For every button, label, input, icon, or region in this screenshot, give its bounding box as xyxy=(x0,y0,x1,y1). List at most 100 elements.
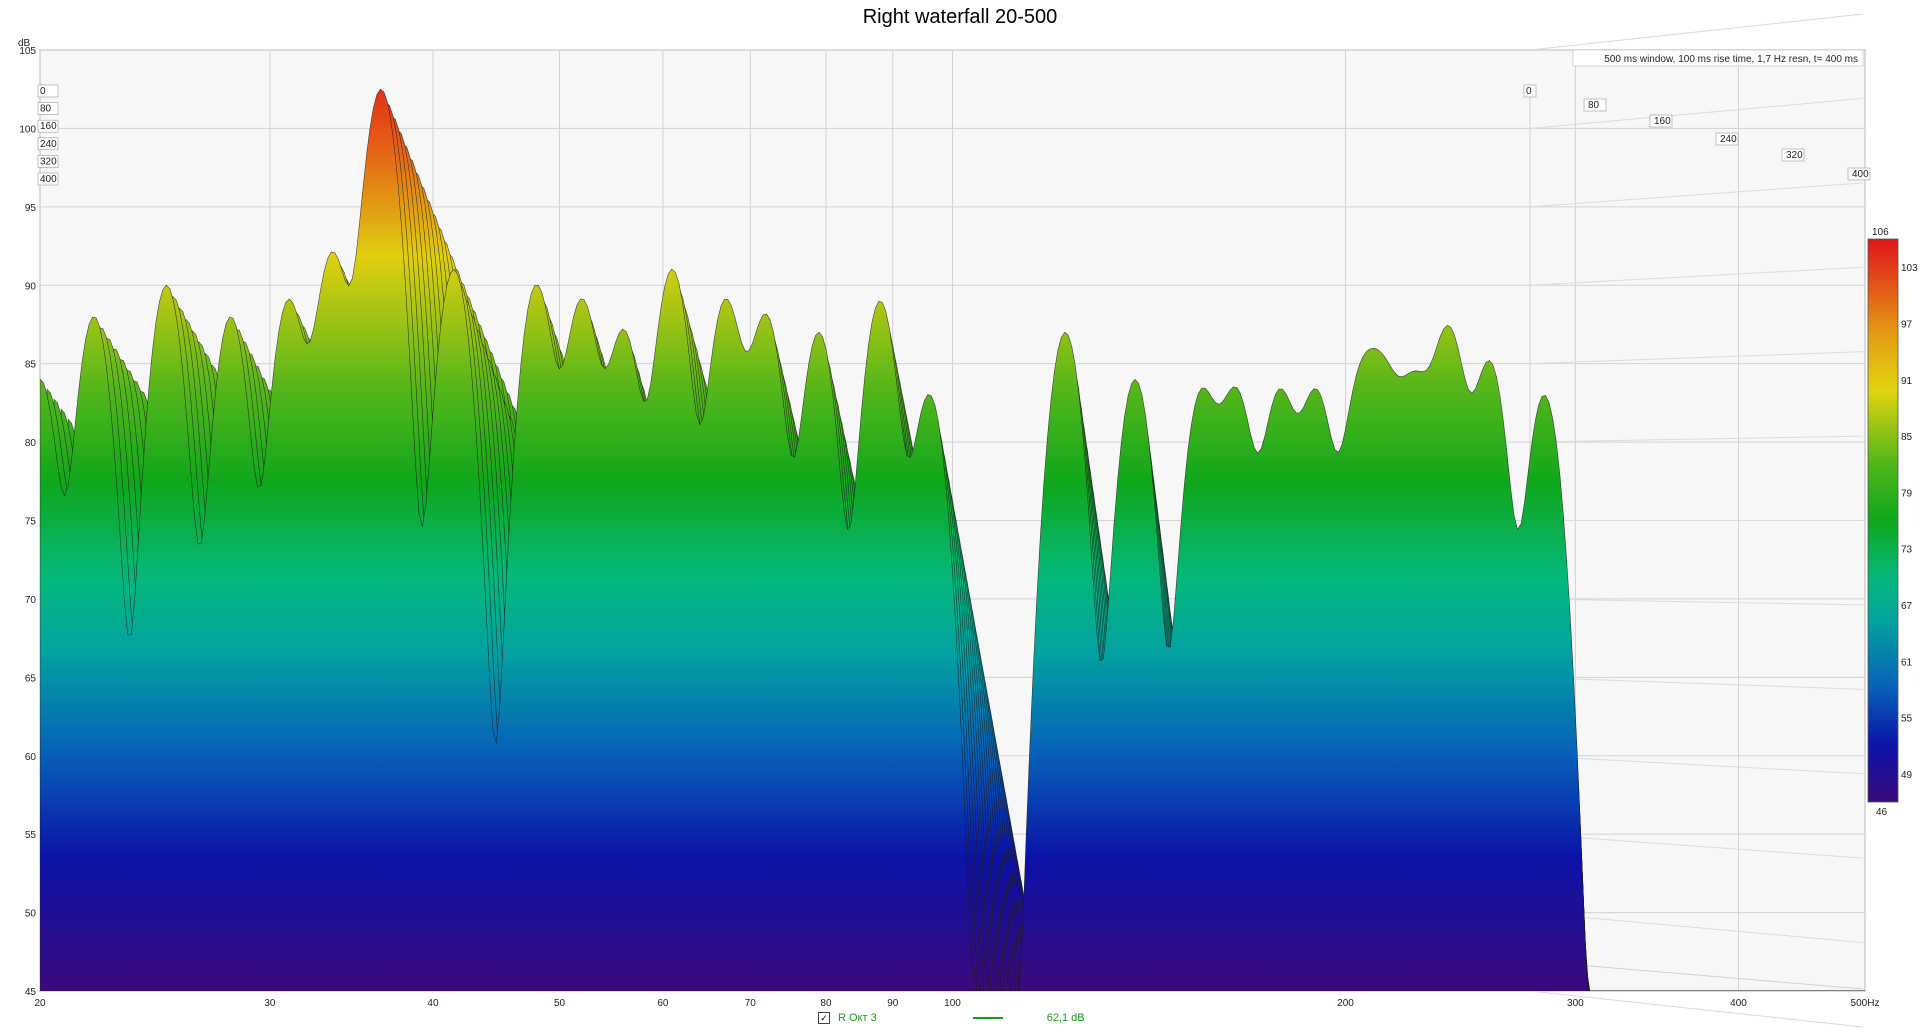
x-tick-label: 40 xyxy=(427,998,439,1009)
depth-line xyxy=(1529,97,1864,129)
legend-series-label: R Окт 3 xyxy=(838,1012,877,1024)
colorbar-tick-label: 73 xyxy=(1901,545,1913,556)
legend-value: 62,1 dB xyxy=(1046,1012,1085,1024)
time-tick-box xyxy=(37,155,59,168)
y-unit-label: dB xyxy=(18,38,31,49)
y-tick-label: 45 xyxy=(25,987,37,998)
time-tick-box xyxy=(1523,84,1537,98)
x-tick-label: 70 xyxy=(745,998,757,1009)
time-tick-box xyxy=(37,172,59,186)
x-tick-label: 300 xyxy=(1567,998,1584,1009)
depth-line xyxy=(1529,13,1864,51)
x-tick-label: 500Hz xyxy=(1851,998,1880,1009)
time-tick-label: 240 xyxy=(1720,134,1737,145)
time-tick-label: 0 xyxy=(40,86,46,97)
y-tick-label: 60 xyxy=(25,752,37,763)
time-tick-box xyxy=(1583,98,1607,112)
time-tick-left: 320 xyxy=(37,155,59,168)
time-tick-right: 240 xyxy=(1715,132,1739,146)
time-tick-box xyxy=(37,102,59,115)
time-tick-box xyxy=(37,137,59,151)
y-tick-label: 50 xyxy=(25,909,37,920)
y-axis-ticks: 45 50 55 60 65 70 75 80 85 90 95 100 105 xyxy=(19,46,36,998)
colorbar-gradient-rect xyxy=(1867,238,1899,803)
y-tick-label: 55 xyxy=(25,830,37,841)
depth-line xyxy=(1529,435,1864,443)
colorbar-tick-label: 91 xyxy=(1901,376,1913,387)
time-tick-right: 80 xyxy=(1583,98,1607,112)
colorbar-tick-label: 61 xyxy=(1901,657,1913,668)
y-tick-label: 80 xyxy=(25,438,37,449)
depth-line xyxy=(1529,912,1864,944)
time-tick-box xyxy=(1847,167,1871,181)
colorbar-tick-label: 103 xyxy=(1901,263,1918,274)
y-tick-label: 75 xyxy=(25,517,37,528)
colorbar: 106 103 97 91 85 79 73 67 61 55 49 46 xyxy=(1867,227,1918,818)
y-tick-label: 70 xyxy=(25,595,37,606)
time-tick-label: 160 xyxy=(40,121,57,132)
x-tick-label: 400 xyxy=(1730,998,1747,1009)
time-tick-label: 80 xyxy=(1588,100,1600,111)
time-tick-box xyxy=(1649,114,1673,128)
annotation-text: 500 ms window, 100 ms rise time, 1,7 Hz … xyxy=(1604,54,1858,65)
depth-line xyxy=(1529,351,1864,365)
time-tick-box xyxy=(37,84,59,98)
time-axis-right: 0 80 160 240 320 400 xyxy=(1523,84,1871,181)
x-tick-label: 50 xyxy=(554,998,566,1009)
time-tick-label: 320 xyxy=(1786,150,1803,161)
time-tick-box xyxy=(1781,148,1805,162)
chart-title: Right waterfall 20-500 xyxy=(862,6,1058,28)
legend-line-swatch xyxy=(972,1017,1003,1019)
colorbar-tick-label: 46 xyxy=(1876,807,1888,818)
y-tick-label: 95 xyxy=(25,203,37,214)
legend: ✓ R Окт 3 62,1 dB xyxy=(818,1012,1085,1024)
depth-line xyxy=(1529,755,1864,775)
time-tick-right: 160 xyxy=(1649,114,1673,128)
y-tick-label: 105 xyxy=(19,46,36,57)
x-tick-label: 60 xyxy=(657,998,669,1009)
time-tick-right: 0 xyxy=(1523,84,1537,98)
time-tick-label: 320 xyxy=(40,156,57,167)
time-tick-label: 80 xyxy=(40,104,52,115)
depth-line xyxy=(1529,833,1864,859)
time-tick-left: 240 xyxy=(37,137,59,151)
y-tick-label: 65 xyxy=(25,673,37,684)
depth-line xyxy=(1529,598,1864,606)
time-tick-right: 400 xyxy=(1847,167,1871,181)
colorbar-tick-label: 67 xyxy=(1901,601,1913,612)
colorbar-tick-label: 97 xyxy=(1901,319,1913,330)
waterfall-surface xyxy=(40,88,1865,991)
time-tick-label: 400 xyxy=(1852,169,1869,180)
depth-line xyxy=(1529,990,1864,1028)
x-tick-label: 90 xyxy=(887,998,899,1009)
annotation-box: 500 ms window, 100 ms rise time, 1,7 Hz … xyxy=(1572,49,1864,67)
time-tick-label: 0 xyxy=(1526,86,1532,97)
colorbar-tick-label: 79 xyxy=(1901,488,1913,499)
legend-checkbox[interactable]: ✓ xyxy=(818,1012,830,1024)
x-axis-ticks: 20 30 40 50 60 70 80 90 100 200 300 400 500Hz xyxy=(34,998,1879,1009)
x-tick-label: 100 xyxy=(944,998,961,1009)
colorbar-tick-label: 55 xyxy=(1901,714,1913,725)
depth-line xyxy=(1529,266,1864,286)
time-slice-0 xyxy=(40,88,1865,991)
time-axis-left: 0 80 160 240 320 400 xyxy=(37,84,59,186)
time-tick-box xyxy=(37,119,59,133)
x-tick-label: 80 xyxy=(820,998,832,1009)
time-tick-box xyxy=(1715,132,1739,146)
y-tick-label: 100 xyxy=(19,124,36,135)
time-tick-label: 240 xyxy=(40,139,57,150)
colorbar-tick-label: 106 xyxy=(1872,227,1889,238)
y-tick-label: 90 xyxy=(25,281,37,292)
x-tick-label: 200 xyxy=(1337,998,1354,1009)
x-tick-label: 30 xyxy=(264,998,276,1009)
y-tick-label: 85 xyxy=(25,360,37,371)
time-tick-label: 400 xyxy=(40,174,57,185)
colorbar-tick-label: 49 xyxy=(1901,770,1913,781)
x-tick-label: 20 xyxy=(34,998,46,1009)
time-tick-left: 0 xyxy=(37,84,59,98)
time-tick-label: 160 xyxy=(1654,116,1671,127)
time-tick-left: 400 xyxy=(37,172,59,186)
depth-line xyxy=(1529,676,1864,690)
time-tick-right: 320 xyxy=(1781,148,1805,162)
